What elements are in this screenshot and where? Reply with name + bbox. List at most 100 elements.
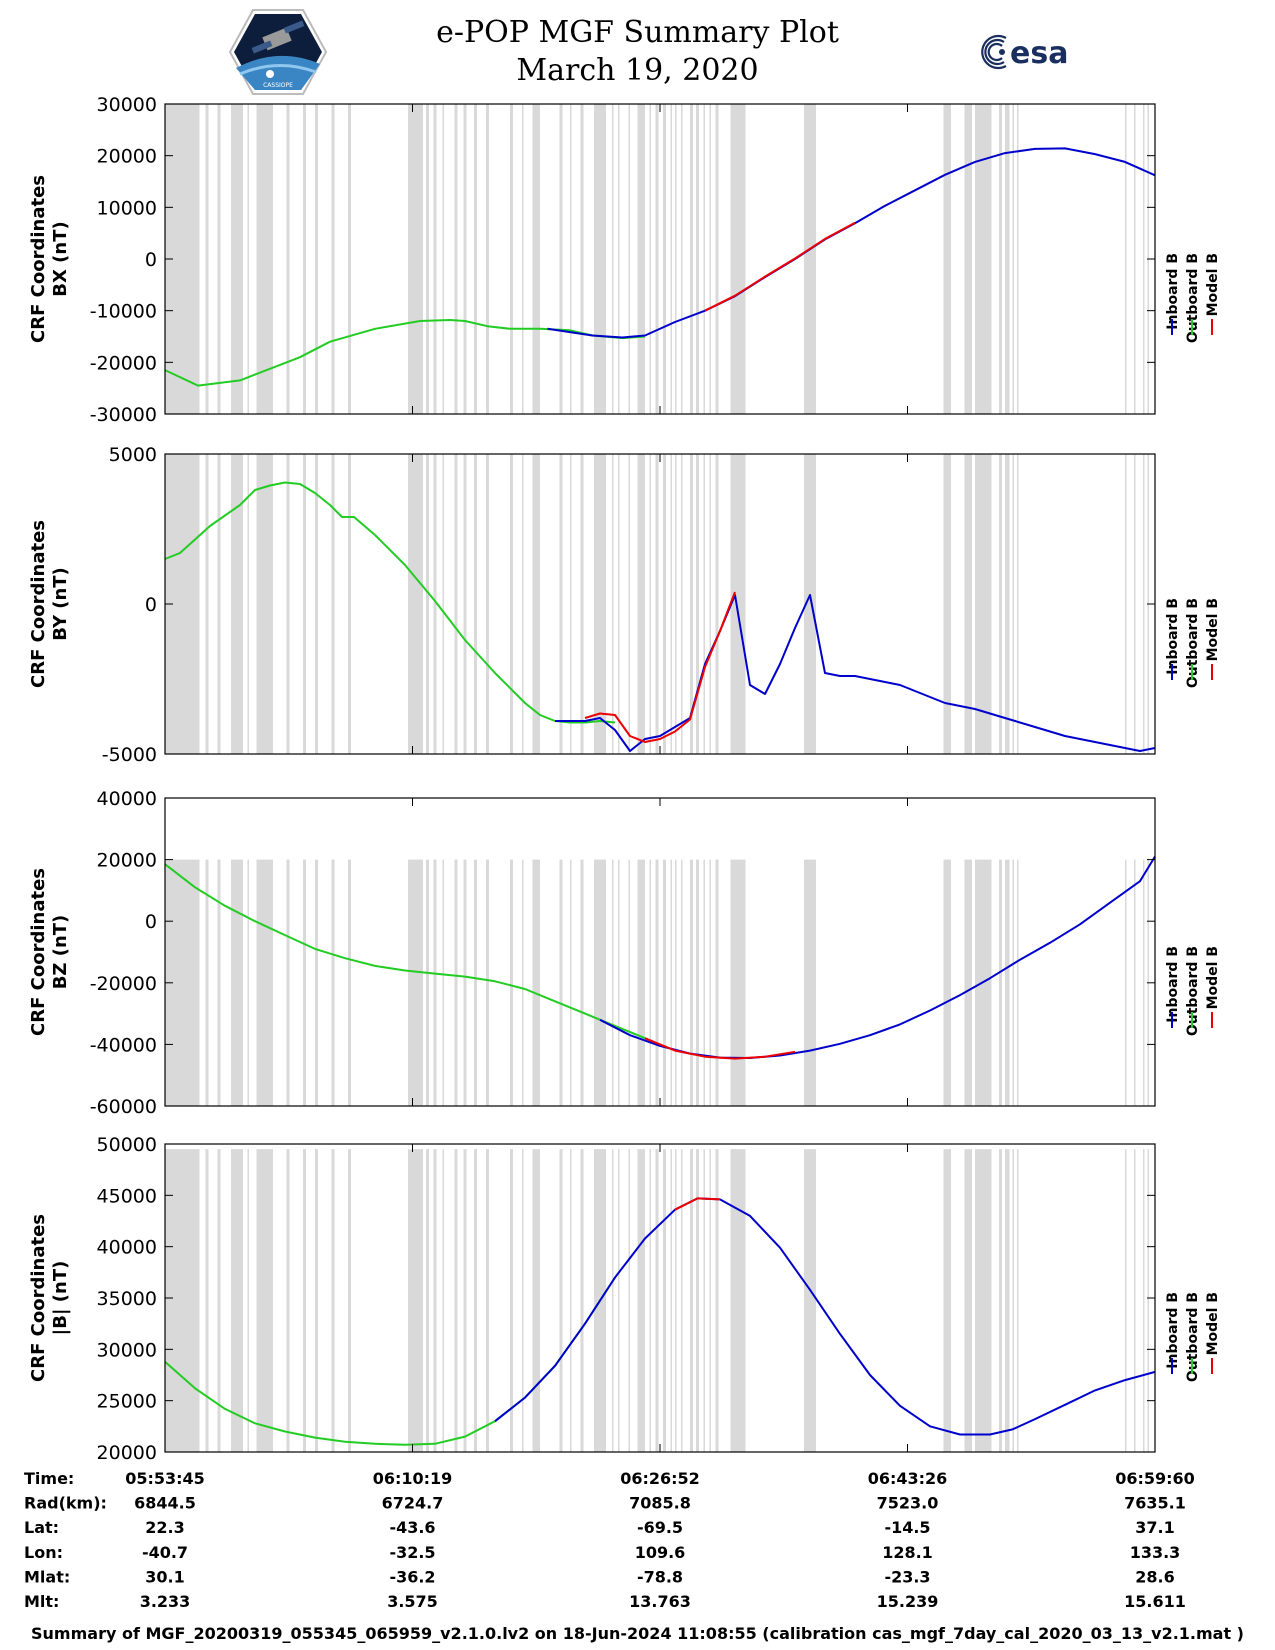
gap-shade [217,104,221,414]
gap-shade [486,859,489,1106]
gap-shade [670,859,672,1106]
info-row-key: Time: [24,1469,74,1488]
gap-shade [637,1149,645,1452]
gap-shade [618,1149,620,1452]
gap-shade [1012,859,1014,1106]
legend-label-inboard: Inboard B [1165,253,1181,330]
gap-shade [315,859,318,1106]
y-axis-label: CRF CoordinatesBZ (nT) [28,868,71,1036]
gap-shade [804,454,816,754]
gap-shade [580,454,584,754]
gap-shade [1134,1149,1136,1452]
gap-shade [637,104,645,414]
gap-shade [463,104,467,414]
gap-shade [442,454,444,754]
gap-shade [442,1149,444,1452]
gap-shade [709,1149,711,1452]
gap-shade [715,1149,719,1452]
y-axis-label-line: CRF Coordinates [28,1214,49,1382]
gap-shade [663,454,666,754]
gap-shade [1143,859,1145,1106]
y-axis-label: CRF Coordinates|B| (nT) [28,1214,71,1382]
gap-shade [256,104,273,414]
gap-shade [474,1149,477,1452]
gap-shade [730,1149,746,1452]
gap-shade [559,104,563,414]
series-line-inboard [494,1197,1156,1436]
legend-label-model: Model B [1205,1292,1221,1355]
y-tick-label: -20000 [90,973,157,995]
gap-shade [1005,1149,1010,1452]
y-tick-label: -30000 [90,404,157,426]
info-row-value: 7635.1 [1124,1494,1186,1513]
gap-shade [703,859,705,1106]
gap-shade [696,104,699,414]
gap-shade [426,1149,429,1452]
gap-shade [1125,454,1127,754]
gap-shade [663,1149,666,1452]
gap-shade [510,454,513,754]
y-tick-label: 30000 [97,1339,157,1361]
gap-shade [463,1149,467,1452]
gap-shade [690,859,693,1106]
gap-shade [675,454,677,754]
info-row-value: -14.5 [884,1518,930,1537]
gap-shade [1017,454,1019,754]
info-row-value: 6844.5 [134,1494,196,1513]
gap-shade [696,1149,699,1452]
gap-shade [426,454,429,754]
gap-shade [730,104,746,414]
gap-shade [570,1149,572,1452]
gap-shade [612,859,614,1106]
gap-shade [1147,1149,1149,1452]
y-tick-label: 40000 [97,788,157,810]
gap-shade [217,859,221,1106]
gap-shade [510,859,513,1106]
legend-label-outboard: Outboard B [1185,598,1201,688]
gap-shade [463,859,467,1106]
panel-1: 30000 20000 10000 0 -10000 -20000 -30000 CRF Co… [28,94,1221,426]
gap-shade [231,1149,243,1452]
gap-shade [709,859,711,1106]
gap-shade [580,1149,584,1452]
gap-shade [681,454,683,754]
info-table: Time: 05:53:45 06:10:19 06:26:52 06:43:26 06:… [24,1469,1195,1611]
gap-shade [675,1149,677,1452]
gap-shade [663,859,666,1106]
series-line-inboard [555,594,1156,752]
gap-shade [1012,454,1014,754]
gap-shade [1012,1149,1014,1452]
footer-summary: Summary of MGF_20200319_055345_065959_v2… [31,1624,1244,1643]
info-row-value: 13.763 [629,1592,691,1611]
info-row-value: 15.239 [877,1592,939,1611]
gap-shade [433,104,437,414]
gap-shade [696,859,699,1106]
gap-shade [580,104,584,414]
gap-shade [637,454,645,754]
gap-shade [964,104,972,414]
legend-label-model: Model B [1205,253,1221,316]
gap-shade [303,454,306,754]
gap-shade [286,454,290,754]
gap-shade [408,859,423,1106]
gap-shade [628,859,630,1106]
gap-shade [1134,104,1136,414]
gap-shade [559,454,563,754]
gap-shade [408,1149,423,1452]
gap-shade [975,1149,992,1452]
info-row-value: -32.5 [389,1543,435,1562]
y-tick-label: 10000 [97,197,157,219]
gap-shade [943,454,951,754]
gap-shade [943,859,951,1106]
gap-shade [730,454,746,754]
gap-shade [690,454,693,754]
gap-shade [433,859,437,1106]
gap-shade [709,454,711,754]
series-line-model [584,591,736,743]
gap-shade [474,104,477,414]
legend-label-outboard: Outboard B [1185,253,1201,343]
gap-shade [1017,1149,1019,1452]
gap-shade [804,104,816,414]
info-row-value: 06:26:52 [620,1469,700,1488]
